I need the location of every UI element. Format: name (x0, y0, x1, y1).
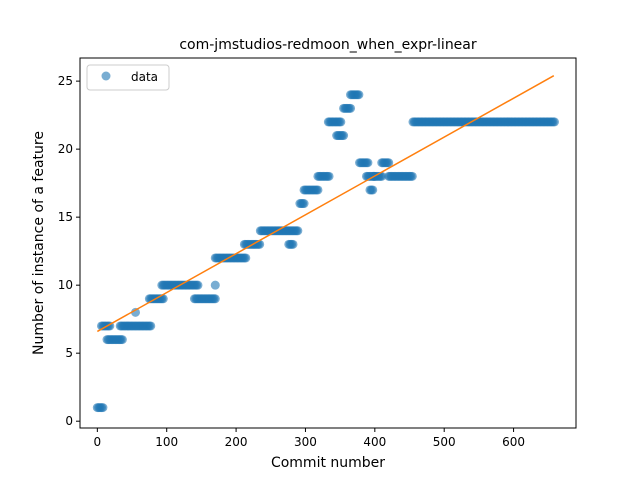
fit-line (96, 75, 555, 333)
data-point (384, 158, 394, 168)
axes-frame (79, 57, 577, 429)
legend: data (86, 64, 170, 91)
x-axis-label: Commit number (271, 455, 385, 471)
data-point (549, 117, 559, 127)
x-tick-label: 400 (363, 435, 386, 449)
data-point (146, 321, 156, 331)
data-point (130, 307, 140, 317)
legend-label-data: data (131, 70, 158, 84)
x-tick-label: 100 (155, 435, 178, 449)
data-point (210, 294, 220, 304)
x-tick-label: 200 (225, 435, 248, 449)
y-tick-label: 15 (58, 210, 73, 224)
x-tick-label: 300 (294, 435, 317, 449)
data-point (336, 117, 346, 127)
legend-frame (86, 64, 170, 91)
plot-area (92, 75, 559, 413)
data-point (324, 171, 334, 181)
data-point (299, 199, 309, 209)
y-tick-label: 25 (58, 74, 73, 88)
y-axis-ticks: 0 5 10 15 20 25 (58, 74, 80, 428)
fit-line-layer (96, 75, 555, 333)
data-point (193, 280, 203, 290)
data-point (368, 185, 378, 195)
data-point (210, 280, 220, 290)
y-axis-label: Number of instance of a feature (31, 131, 47, 355)
data-point (288, 239, 298, 249)
x-axis-ticks: 0 100 200 300 400 500 600 (94, 428, 525, 449)
chart-title: com-jmstudios-redmoon_when_expr-linear (179, 37, 477, 53)
y-tick-label: 5 (65, 346, 73, 360)
data-point (363, 158, 373, 168)
data-point (313, 185, 323, 195)
data-point (339, 131, 349, 141)
legend-marker-data (101, 71, 111, 81)
data-point (346, 103, 356, 113)
x-tick-label: 0 (94, 435, 102, 449)
data-point (98, 403, 108, 413)
y-tick-label: 20 (58, 142, 73, 156)
data-point (407, 171, 417, 181)
y-tick-label: 10 (58, 278, 73, 292)
x-tick-label: 500 (433, 435, 456, 449)
data-point (354, 90, 364, 100)
data-point (241, 253, 251, 263)
data-point (293, 226, 303, 236)
y-tick-label: 0 (65, 414, 73, 428)
data-point (117, 335, 127, 345)
x-tick-label: 600 (502, 435, 525, 449)
